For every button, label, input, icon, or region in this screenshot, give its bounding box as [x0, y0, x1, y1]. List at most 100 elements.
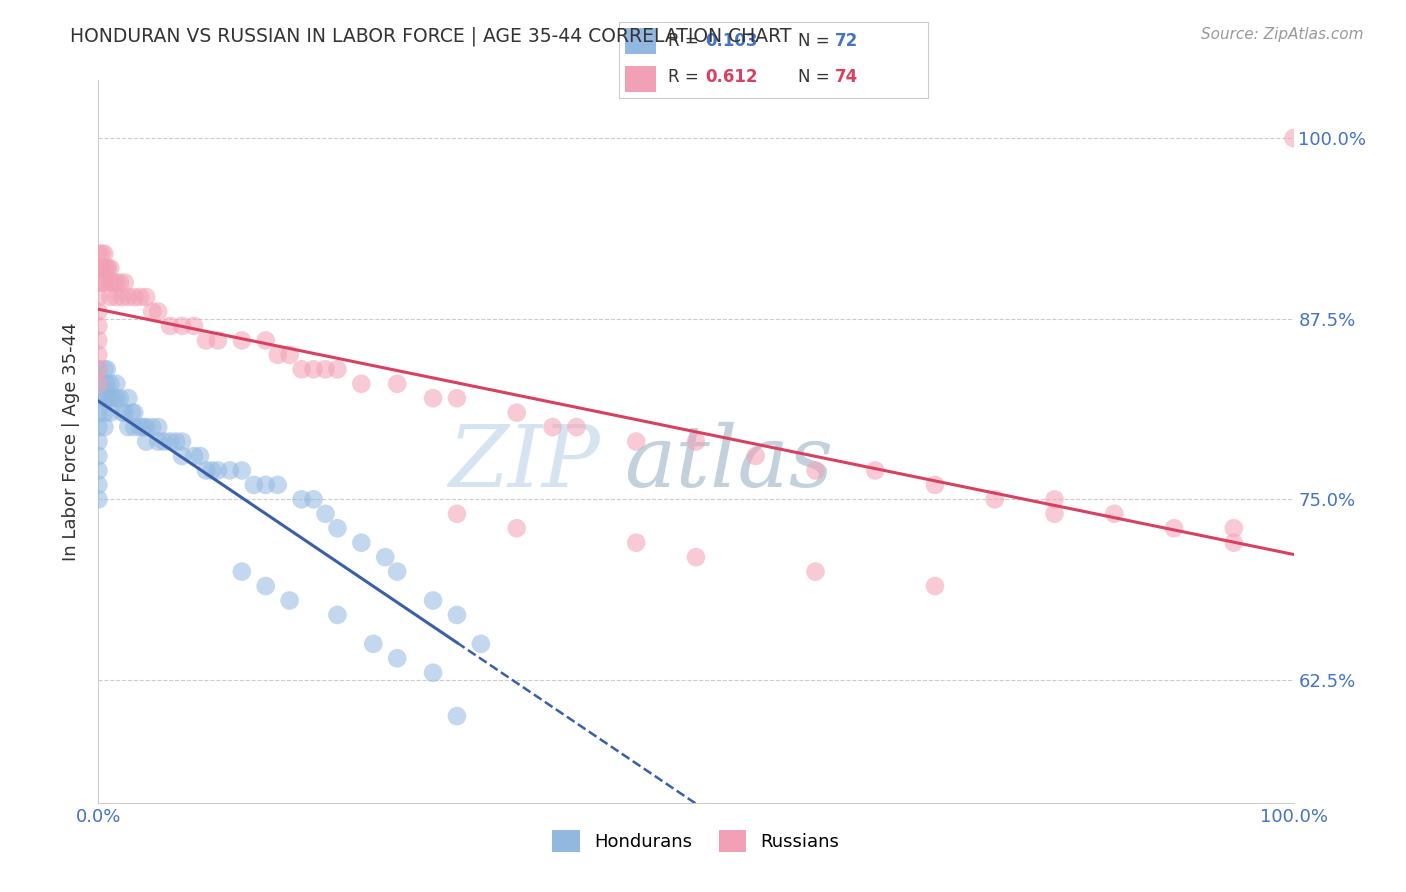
Point	[135, 420, 157, 434]
Point	[506, 406, 529, 420]
Point	[108, 276, 131, 290]
Point	[97, 261, 120, 276]
Point	[87, 318, 110, 333]
Point	[1104, 507, 1126, 521]
Text: atlas: atlas	[624, 422, 834, 505]
Point	[141, 420, 163, 434]
Point	[685, 550, 707, 565]
Point	[87, 276, 110, 290]
Point	[363, 637, 385, 651]
Point	[96, 376, 118, 391]
Point	[422, 391, 444, 405]
Point	[96, 261, 118, 276]
Point	[129, 420, 152, 434]
Point	[254, 334, 277, 348]
Point	[326, 521, 349, 535]
Point	[87, 449, 110, 463]
Point	[315, 507, 337, 521]
Point	[93, 391, 115, 405]
Point	[267, 478, 290, 492]
Point	[101, 391, 124, 405]
Point	[87, 362, 110, 376]
Point	[153, 434, 176, 449]
Point	[219, 463, 242, 477]
Point	[93, 406, 115, 420]
Point	[685, 434, 707, 449]
Point	[231, 463, 253, 477]
Point	[98, 376, 122, 391]
Point	[924, 478, 946, 492]
Point	[87, 463, 110, 477]
Point	[243, 478, 266, 492]
Point	[87, 348, 110, 362]
Point	[1043, 507, 1066, 521]
Point	[446, 391, 468, 405]
Point	[96, 391, 118, 405]
Point	[159, 434, 181, 449]
Point	[105, 290, 128, 304]
Point	[804, 463, 827, 477]
Point	[201, 463, 224, 477]
Point	[124, 290, 146, 304]
Point	[91, 261, 114, 276]
Text: ZIP: ZIP	[449, 422, 600, 505]
Point	[626, 434, 648, 449]
Point	[745, 449, 768, 463]
Point	[374, 550, 396, 565]
Point	[93, 362, 115, 376]
Point	[207, 334, 229, 348]
Text: R =: R =	[668, 32, 704, 50]
Point	[231, 334, 253, 348]
Point	[291, 492, 314, 507]
Point	[183, 449, 205, 463]
Point	[165, 434, 187, 449]
Text: 74: 74	[835, 68, 859, 86]
Point	[87, 434, 110, 449]
Point	[93, 276, 115, 290]
Point	[87, 246, 110, 260]
Point	[105, 276, 128, 290]
Point	[101, 276, 124, 290]
Point	[302, 362, 325, 376]
Point	[98, 290, 122, 304]
Point	[172, 434, 194, 449]
Text: 72: 72	[835, 32, 859, 50]
Point	[446, 607, 468, 622]
Point	[87, 492, 110, 507]
Point	[93, 376, 115, 391]
Bar	[624, 66, 655, 92]
Point	[159, 318, 181, 333]
Point	[87, 376, 110, 391]
Point	[93, 420, 115, 434]
Point	[98, 261, 122, 276]
Point	[111, 406, 134, 420]
Point	[183, 318, 205, 333]
Point	[98, 406, 122, 420]
Legend: Hondurans, Russians: Hondurans, Russians	[546, 822, 846, 859]
Point	[91, 276, 114, 290]
Point	[267, 348, 290, 362]
Bar	[624, 29, 655, 54]
Point	[87, 304, 110, 318]
Point	[124, 420, 146, 434]
Point	[114, 276, 136, 290]
Point	[385, 651, 409, 665]
Point	[195, 463, 218, 477]
Point	[87, 406, 110, 420]
Text: 0.612: 0.612	[706, 68, 758, 86]
Point	[87, 376, 110, 391]
Point	[87, 334, 110, 348]
Point	[326, 362, 349, 376]
Point	[1282, 131, 1305, 145]
Point	[93, 246, 115, 260]
Point	[1043, 492, 1066, 507]
Point	[804, 565, 827, 579]
Text: N =: N =	[799, 32, 835, 50]
Point	[350, 535, 373, 549]
Point	[315, 362, 337, 376]
Point	[87, 478, 110, 492]
Point	[87, 391, 110, 405]
Point	[108, 391, 131, 405]
Text: 0.103: 0.103	[706, 32, 758, 50]
Point	[121, 406, 143, 420]
